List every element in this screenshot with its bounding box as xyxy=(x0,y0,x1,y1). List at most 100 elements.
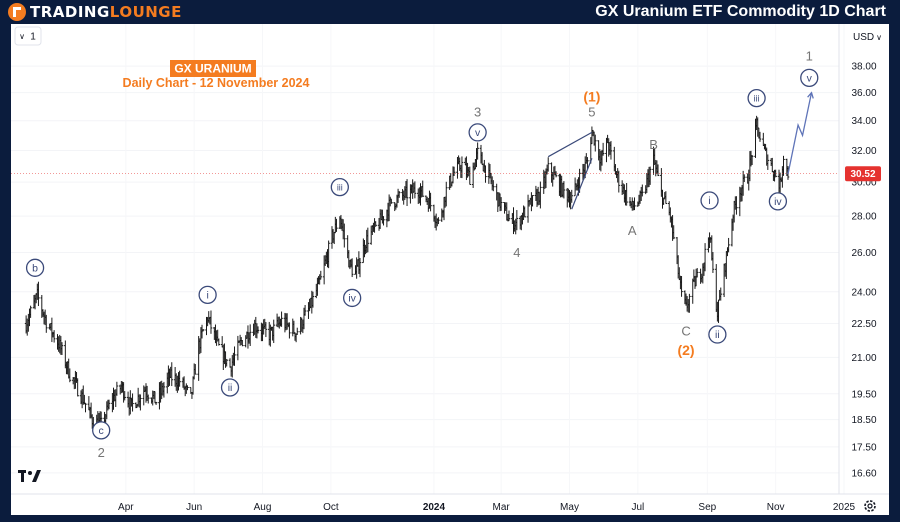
ohlc-bar xyxy=(523,206,526,218)
interval-label: 1 xyxy=(30,32,36,43)
ohlc-bar xyxy=(609,140,613,160)
wave-label-text: iii xyxy=(754,94,760,104)
ohlc-bar xyxy=(84,402,87,413)
projection-path xyxy=(787,92,813,175)
grid-layer xyxy=(11,24,845,494)
wave-label-text: c xyxy=(99,425,104,437)
ohlc-bar xyxy=(228,358,232,368)
wave-label-text: (1) xyxy=(583,88,600,104)
x-tick-label: Nov xyxy=(767,502,785,513)
top-banner: TRADINGLOUNGE GX Uranium ETF Commodity 1… xyxy=(0,0,900,24)
gear-icon-ring xyxy=(864,500,876,512)
ohlc-bar xyxy=(766,154,770,170)
ohlc-bar xyxy=(76,378,79,397)
ohlc-bar xyxy=(115,381,119,396)
ohlc-bar xyxy=(405,179,409,207)
wave-label-text: v xyxy=(807,72,813,84)
ohlc-bar xyxy=(178,370,181,387)
wave-label-circle xyxy=(220,378,240,397)
y-tick-label: 38.00 xyxy=(851,62,876,73)
wave-label-text: B xyxy=(649,137,658,152)
ohlc-bar xyxy=(374,221,377,227)
x-tick-label: May xyxy=(560,502,579,513)
price-axis: 38.00 36.00 34.00 32.00 30.00 28.00 26.00 24.00… xyxy=(851,62,876,480)
ohlc-bar xyxy=(546,157,550,172)
y-tick-label: 26.00 xyxy=(851,248,876,259)
logo-wordmark: TRADINGLOUNGE xyxy=(30,3,182,21)
wave-label: i xyxy=(700,191,719,210)
ohlc-bar xyxy=(656,164,660,177)
chart-badge: GX URANIUM xyxy=(170,60,256,77)
ohlc-bar xyxy=(241,340,244,347)
x-tick-label: Mar xyxy=(493,502,511,513)
ohlc-bar xyxy=(421,180,425,197)
last-price-tag-text: 30.52 xyxy=(850,169,875,180)
ohlc-bar xyxy=(515,210,519,231)
ohlc-bar xyxy=(186,385,189,391)
wave-label: 1 xyxy=(806,48,813,63)
ohlc-bar xyxy=(201,329,205,332)
gear-icon[interactable] xyxy=(864,500,876,512)
ohlc-bar xyxy=(264,322,268,338)
ohlc-bar xyxy=(154,401,158,405)
wave-label: (2) xyxy=(677,342,694,358)
wave-label: b xyxy=(25,258,45,277)
wave-label-circle xyxy=(25,258,45,277)
wave-label-text: 4 xyxy=(513,245,520,260)
ohlc-bar xyxy=(460,156,464,179)
ohlc-bar xyxy=(162,381,166,398)
tradingview-logo-icon[interactable] xyxy=(18,470,41,482)
ohlc-bar xyxy=(633,197,636,211)
y-tick-label: 34.00 xyxy=(851,116,876,127)
wave-label: ii xyxy=(708,325,727,344)
ohlc-bar xyxy=(288,322,291,339)
gear-icon-hub xyxy=(867,503,873,509)
wave-label-circle xyxy=(343,288,362,308)
ohlc-bar xyxy=(695,268,699,278)
x-tick-label: Jul xyxy=(631,502,644,513)
last-price-tag-box xyxy=(845,166,881,182)
ohlc-bar xyxy=(139,394,142,411)
ohlc-bar xyxy=(248,324,252,347)
ohlc-bar xyxy=(209,310,213,334)
wave-label-text: 5 xyxy=(588,105,595,120)
candle-layer xyxy=(24,115,790,434)
logo-word2: LOUNGE xyxy=(109,3,182,21)
ohlc-bar xyxy=(703,243,707,272)
ohlc-bar xyxy=(586,157,589,170)
overlay-layer xyxy=(11,91,839,210)
y-tick-label: 19.50 xyxy=(851,389,876,400)
chevron-down-icon: ∨ xyxy=(876,33,882,42)
tradinglounge-logo: TRADINGLOUNGE xyxy=(8,3,182,21)
wave-label: B xyxy=(649,137,658,152)
page-title: GX Uranium ETF Commodity 1D Chart xyxy=(595,3,886,20)
ohlc-bar xyxy=(468,166,472,186)
ohlc-bar xyxy=(236,335,240,361)
interval-selector[interactable]: ∨ 1 xyxy=(14,26,42,46)
ohlc-bar xyxy=(526,194,530,223)
time-axis: Apr Jun Aug Oct 2024 Mar May Jul Sep Nov 2025 xyxy=(118,502,856,513)
ohlc-bar xyxy=(429,192,432,212)
ohlc-bar xyxy=(727,237,730,253)
wave-label-circle xyxy=(747,88,766,108)
chart-panel[interactable]: b c 2 i ii iii iv 3 v 4 (1) 5 B A C (2) i ii iii iv 1 v 38.00… xyxy=(11,24,889,515)
currency-selector[interactable]: USD ∨ xyxy=(853,32,882,43)
wave-label-text: i xyxy=(206,289,208,301)
ohlc-bar xyxy=(303,304,307,316)
ohlc-bar xyxy=(570,189,574,203)
ohlc-bar xyxy=(648,166,652,185)
badge-background xyxy=(170,60,256,77)
y-tick-label: 28.00 xyxy=(851,212,876,223)
ohlc-bar xyxy=(688,293,691,313)
wave-label: 5 xyxy=(588,105,595,120)
ohlc-bar xyxy=(562,181,566,199)
ohlc-bar xyxy=(735,196,738,215)
ohlc-bar xyxy=(366,227,370,253)
wave-label-text: 1 xyxy=(806,48,813,63)
x-tick-label: Sep xyxy=(698,502,716,513)
ohlc-bar xyxy=(444,181,448,207)
ohlc-bar xyxy=(711,252,715,273)
ohlc-bar xyxy=(146,394,150,404)
ohlc-bar xyxy=(295,327,299,336)
